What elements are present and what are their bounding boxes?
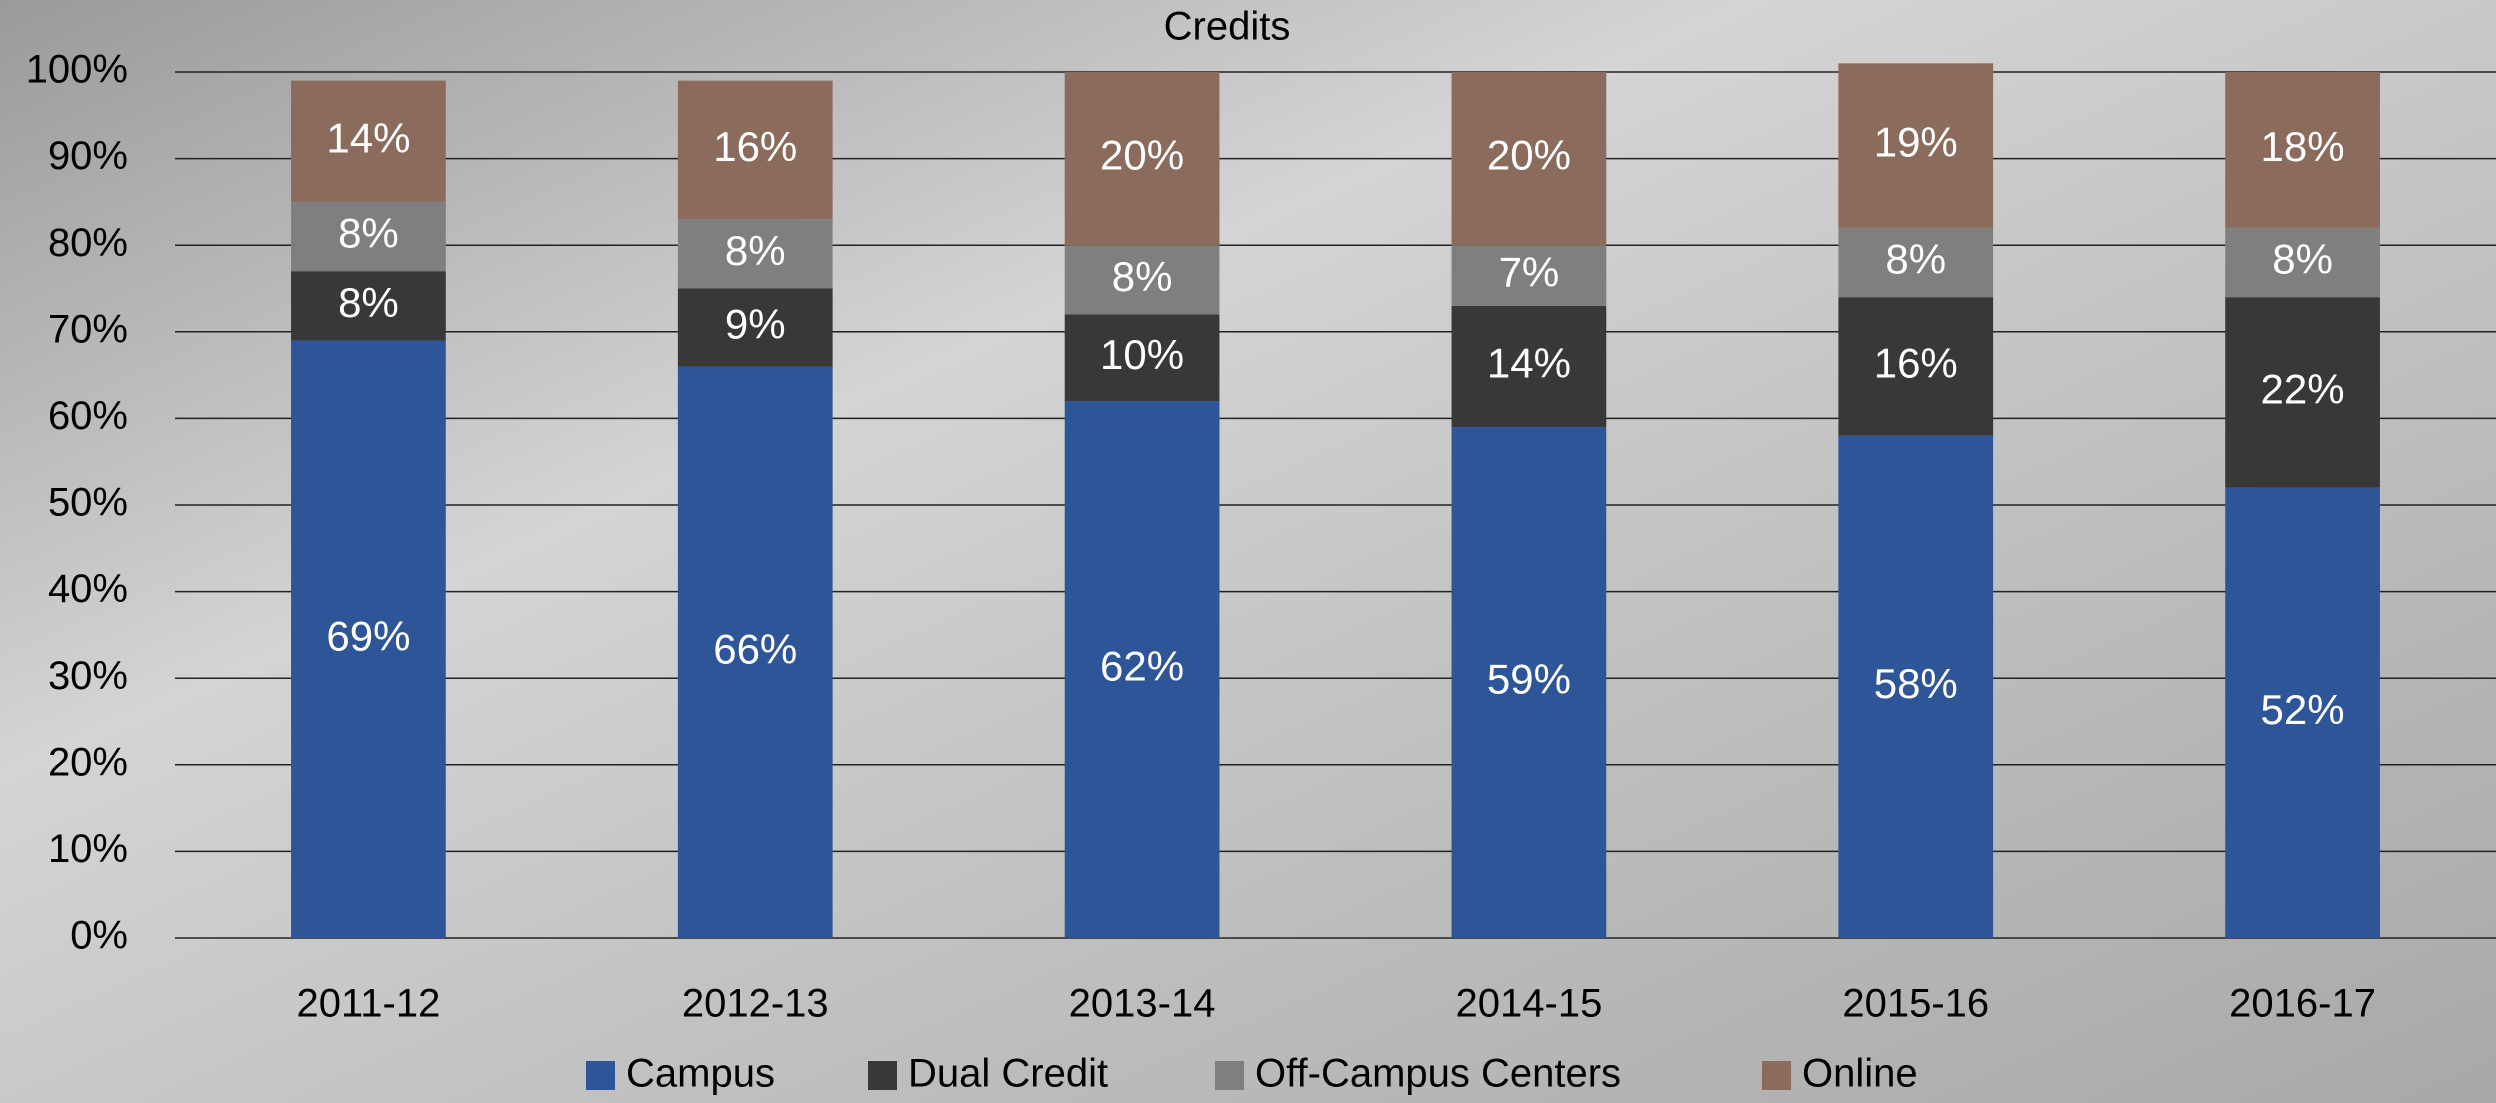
data-label: 16% [713,123,797,170]
grid [175,71,2496,939]
bar-segment [291,80,446,202]
data-label: 58% [1874,660,1958,707]
data-label: 8% [1885,236,1946,283]
data-label: 8% [1112,253,1173,300]
y-tick-label: 30% [48,654,128,698]
bar-segment [291,201,446,272]
bar-segment [1838,297,1994,436]
x-tick-label: 2011-12 [297,982,441,1026]
x-tick-label: 2015-16 [1842,982,1989,1026]
data-label: 22% [2261,366,2345,413]
data-label: 8% [338,279,399,326]
bar-segment [1451,427,1607,938]
data-label: 7% [1499,249,1560,296]
chart-title: Credits [1164,5,1291,49]
bar-segment [1838,227,1994,298]
data-label: 62% [1100,643,1184,690]
bar-segment [2225,227,2380,298]
bar-segment [2225,297,2380,488]
bar-segment [2225,72,2380,228]
legend-label: Campus [626,1052,775,1096]
data-label: 8% [2272,236,2333,283]
bars [291,63,2380,939]
data-label: 8% [338,210,399,257]
bar-segment [1838,435,1994,938]
bar-segment [2225,487,2380,938]
data-label: 14% [1487,340,1571,387]
x-tick-label: 2012-13 [682,982,829,1026]
y-tick-label: 40% [48,567,128,611]
data-label: 19% [1874,119,1958,166]
data-label: 18% [2261,123,2345,170]
bar-segment [1064,72,1220,246]
data-label: 9% [725,301,786,348]
legend-swatch [586,1061,615,1090]
bar-segment [677,80,833,220]
bar-segment [677,219,833,289]
legend-label: Dual Credit [908,1052,1108,1096]
x-tick-label: 2014-15 [1456,982,1603,1026]
y-tick-label: 70% [48,307,128,351]
bar-segment [1064,314,1220,402]
bar-segment [1451,245,1607,306]
bar-segment [291,271,446,341]
bar-segment [291,340,446,939]
data-label: 69% [326,612,410,659]
data-label: 20% [1100,132,1184,179]
bar-segment [1451,305,1607,428]
y-tick-label: 10% [48,827,128,871]
y-tick-label: 80% [48,221,128,265]
y-tick-label: 20% [48,740,128,784]
bar-segment [1451,72,1607,246]
data-label: 16% [1874,340,1958,387]
y-tick-label: 100% [26,48,128,92]
y-tick-label: 50% [48,481,128,525]
data-label: 14% [326,114,410,161]
data-label: 52% [2261,686,2345,733]
legend-swatch [868,1061,897,1090]
legend-swatch [1762,1061,1791,1090]
data-label: 20% [1487,132,1571,179]
bar-segment [677,288,833,367]
data-label: 10% [1100,331,1184,378]
bar-segment [1064,245,1220,315]
legend-label: Off-Campus Centers [1255,1052,1621,1096]
y-tick-label: 60% [48,394,128,438]
legend-label: Online [1802,1052,1918,1096]
x-tick-label: 2013-14 [1069,982,1216,1026]
data-label: 8% [725,227,786,274]
bar-segment [1838,63,1994,228]
bar-segment [677,366,833,938]
data-label: 66% [713,625,797,672]
y-tick-label: 90% [48,134,128,178]
x-tick-label: 2016-17 [2229,982,2376,1026]
y-tick-label: 0% [70,914,128,958]
data-label: 59% [1487,656,1571,703]
bar-segment [1064,401,1220,939]
legend-swatch [1215,1061,1244,1090]
